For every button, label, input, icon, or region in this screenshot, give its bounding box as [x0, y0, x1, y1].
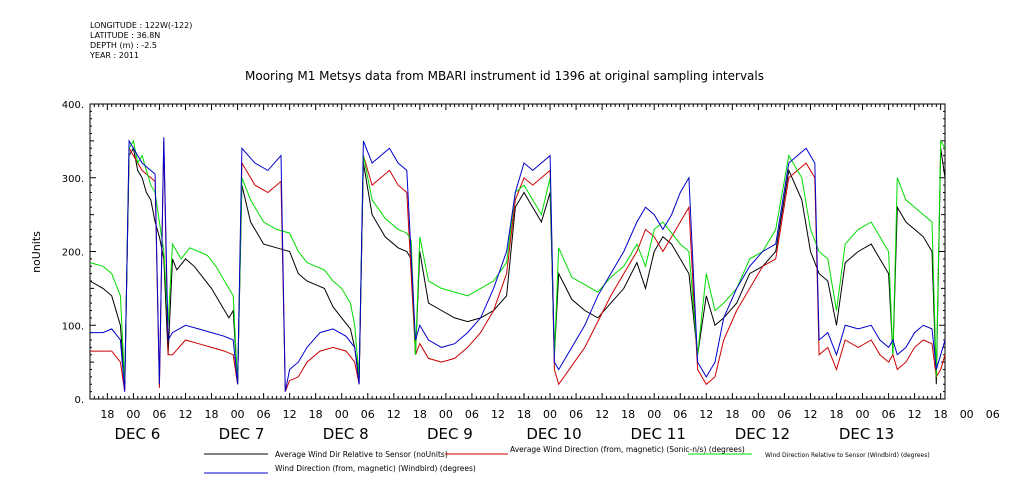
- x-tick-label: 18: [413, 408, 427, 421]
- metadata-block: LONGITUDE : 122W(-122) LATITUDE : 36.8N …: [90, 21, 192, 61]
- x-tick-label: 12: [699, 408, 713, 421]
- x-tick-label: 18: [621, 408, 635, 421]
- y-tick-label: 100.: [62, 321, 84, 332]
- x-day-label: DEC 10: [526, 425, 581, 443]
- y-axis: 0. 100. 200. 300. 400.: [62, 100, 945, 406]
- x-day-label: DEC 8: [323, 425, 369, 443]
- x-tick-label: 06: [777, 408, 791, 421]
- x-day-label: DEC 9: [427, 425, 473, 443]
- x-tick-label: 18: [934, 408, 948, 421]
- x-tick-label: 00: [543, 408, 557, 421]
- x-day-label: DEC 12: [735, 425, 790, 443]
- x-tick-label: 00: [231, 408, 245, 421]
- legend: Average Wind Dir Relative to Sensor (noU…: [204, 445, 930, 474]
- series-group: [89, 137, 946, 392]
- x-tick-label: 00: [335, 408, 349, 421]
- x-axis: 18 00 06 12 18 00 06 12 18 00 06 12 18 00 06 12 18 00 06 12…: [89, 104, 1000, 443]
- x-tick-label: 00: [126, 408, 140, 421]
- chart-title: Mooring M1 Metsys data from MBARI instru…: [245, 69, 764, 83]
- series-line-3: [89, 139, 946, 385]
- series-line-1: [89, 146, 946, 385]
- x-tick-label: 18: [205, 408, 219, 421]
- y-axis-label: noUnits: [30, 231, 43, 273]
- x-tick-label: 06: [882, 408, 896, 421]
- y-tick-label: 300.: [62, 174, 84, 185]
- x-tick-label: 00: [439, 408, 453, 421]
- x-tick-label: 06: [152, 408, 166, 421]
- x-day-label: DEC 7: [219, 425, 265, 443]
- x-day-label: DEC 6: [114, 425, 160, 443]
- longitude-label: LONGITUDE : 122W(-122): [90, 21, 193, 30]
- x-tick-label: 06: [465, 408, 479, 421]
- y-tick-label: 0.: [74, 395, 84, 406]
- legend-label-2: Average Wind Direction (from, magnetic) …: [510, 445, 745, 454]
- x-tick-label: 06: [257, 408, 271, 421]
- x-tick-label: 06: [986, 408, 1000, 421]
- x-day-label: DEC 13: [839, 425, 894, 443]
- depth-label: DEPTH (m) : -2.5: [90, 41, 157, 50]
- legend-label-4: Wind Direction (from, magnetic) (Windbir…: [275, 464, 476, 473]
- x-tick-label: 18: [829, 408, 843, 421]
- x-tick-label: 12: [178, 408, 192, 421]
- x-day-label: DEC 11: [631, 425, 686, 443]
- x-tick-label: 12: [908, 408, 922, 421]
- y-tick-label: 200.: [62, 248, 84, 259]
- y-tick-label: 400.: [62, 100, 84, 111]
- x-tick-label: 00: [856, 408, 870, 421]
- latitude-label: LATITUDE : 36.8N: [90, 31, 161, 40]
- x-tick-label: 00: [751, 408, 765, 421]
- x-tick-label: 18: [309, 408, 323, 421]
- x-tick-label: 06: [569, 408, 583, 421]
- x-tick-label: 06: [361, 408, 375, 421]
- year-label: YEAR : 2011: [90, 51, 140, 60]
- x-tick-label: 18: [517, 408, 531, 421]
- legend-label-1: Average Wind Dir Relative to Sensor (noU…: [275, 450, 448, 459]
- x-tick-label: 18: [725, 408, 739, 421]
- x-tick-label: 00: [960, 408, 974, 421]
- series-line-4: [90, 137, 946, 392]
- x-tick-label: 06: [673, 408, 687, 421]
- x-tick-label: 12: [283, 408, 297, 421]
- x-tick-label: 18: [100, 408, 114, 421]
- x-tick-label: 12: [387, 408, 401, 421]
- legend-label-3: Wind Direction Relative to Sensor (Windb…: [765, 452, 930, 459]
- x-tick-label: 12: [803, 408, 817, 421]
- series-line-2: [90, 140, 946, 392]
- x-tick-label: 12: [595, 408, 609, 421]
- x-tick-label: 00: [647, 408, 661, 421]
- x-tick-label: 12: [491, 408, 505, 421]
